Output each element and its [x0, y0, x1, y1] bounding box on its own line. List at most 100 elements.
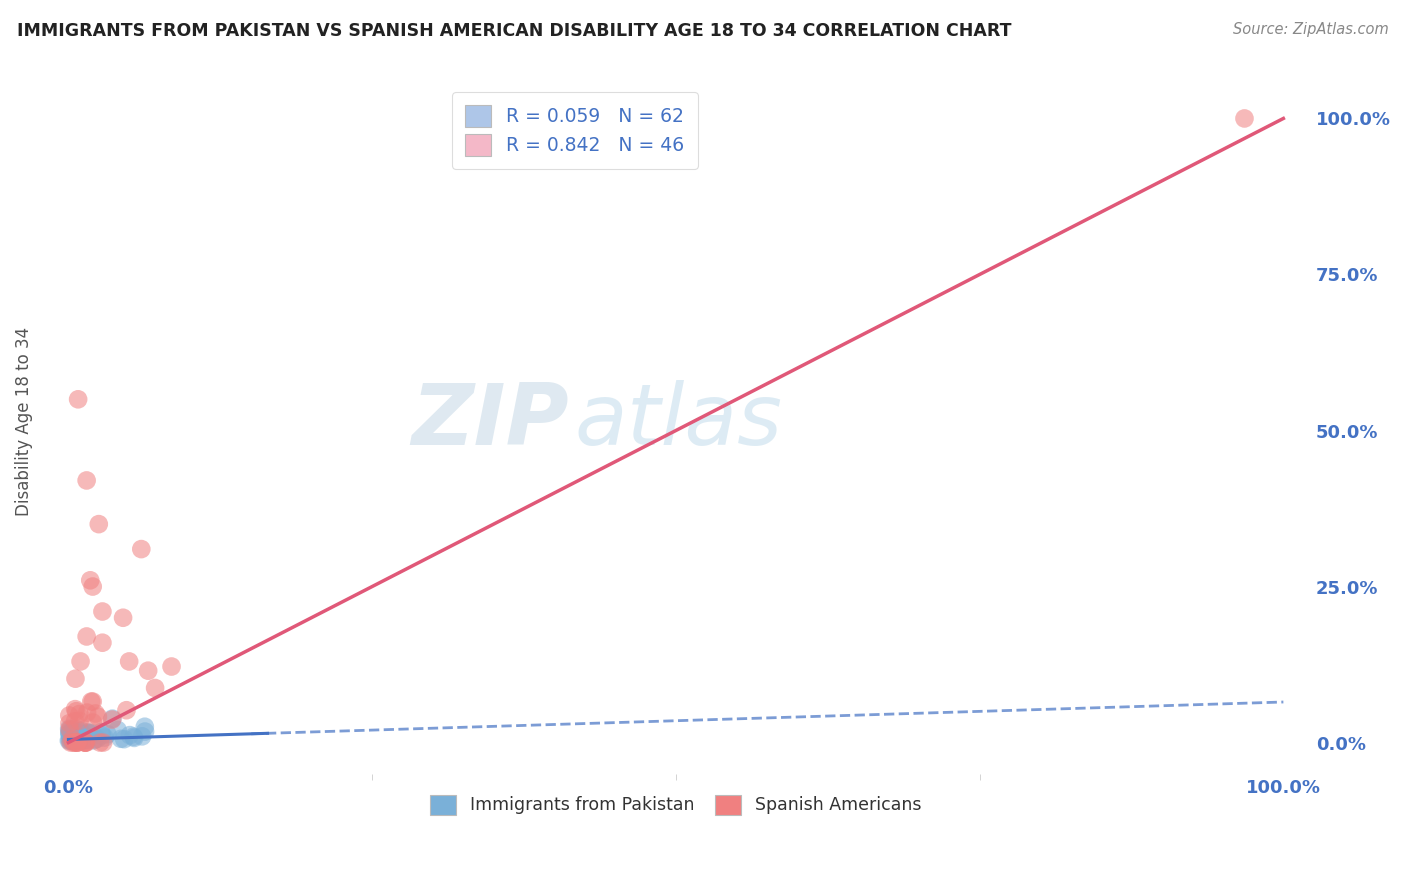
Point — [91, 735, 114, 749]
Legend: Immigrants from Pakistan, Spanish Americans: Immigrants from Pakistan, Spanish Americ… — [419, 784, 932, 825]
Point — [112, 611, 135, 625]
Point — [160, 659, 183, 673]
Point — [60, 725, 83, 739]
Point — [75, 731, 97, 746]
Point — [69, 723, 91, 738]
Point — [118, 728, 141, 742]
Point — [58, 733, 80, 747]
Point — [58, 708, 80, 723]
Point — [58, 727, 80, 741]
Point — [91, 605, 114, 619]
Point — [77, 726, 100, 740]
Point — [82, 715, 104, 730]
Point — [131, 542, 153, 557]
Point — [62, 735, 84, 749]
Point — [67, 731, 90, 746]
Point — [77, 732, 100, 747]
Point — [110, 731, 132, 746]
Point — [65, 704, 87, 718]
Point — [59, 726, 82, 740]
Point — [107, 723, 129, 737]
Point — [62, 730, 84, 744]
Point — [134, 720, 156, 734]
Point — [76, 630, 98, 644]
Point — [86, 731, 108, 746]
Point — [90, 725, 112, 739]
Point — [67, 731, 90, 746]
Text: IMMIGRANTS FROM PAKISTAN VS SPANISH AMERICAN DISABILITY AGE 18 TO 34 CORRELATION: IMMIGRANTS FROM PAKISTAN VS SPANISH AMER… — [17, 22, 1011, 40]
Point — [75, 735, 97, 749]
Point — [59, 733, 82, 747]
Point — [73, 733, 96, 747]
Point — [63, 702, 86, 716]
Point — [60, 732, 83, 747]
Point — [66, 735, 89, 749]
Point — [69, 714, 91, 728]
Point — [67, 392, 90, 407]
Point — [65, 672, 87, 686]
Text: Source: ZipAtlas.com: Source: ZipAtlas.com — [1233, 22, 1389, 37]
Point — [65, 733, 87, 747]
Point — [66, 723, 89, 737]
Point — [62, 727, 84, 741]
Point — [67, 724, 90, 739]
Point — [80, 694, 103, 708]
Point — [1233, 112, 1256, 126]
Point — [118, 655, 141, 669]
Point — [77, 725, 100, 739]
Y-axis label: Disability Age 18 to 34: Disability Age 18 to 34 — [15, 326, 32, 516]
Point — [115, 703, 138, 717]
Point — [58, 716, 80, 731]
Point — [59, 733, 82, 747]
Point — [75, 735, 97, 749]
Point — [93, 731, 115, 745]
Point — [63, 735, 86, 749]
Point — [77, 731, 100, 746]
Point — [60, 733, 83, 747]
Point — [131, 729, 153, 743]
Point — [83, 733, 105, 747]
Point — [122, 730, 145, 744]
Point — [89, 735, 111, 749]
Point — [73, 731, 96, 745]
Point — [65, 731, 87, 746]
Point — [76, 706, 98, 720]
Point — [63, 714, 86, 728]
Point — [62, 723, 84, 737]
Point — [82, 694, 104, 708]
Point — [65, 732, 87, 747]
Point — [65, 735, 87, 749]
Point — [101, 712, 124, 726]
Point — [70, 727, 93, 741]
Point — [60, 731, 83, 746]
Point — [91, 728, 114, 742]
Point — [87, 517, 110, 532]
Point — [84, 732, 107, 747]
Point — [91, 636, 114, 650]
Point — [76, 474, 98, 488]
Point — [101, 713, 124, 727]
Point — [69, 655, 91, 669]
Point — [58, 725, 80, 739]
Point — [59, 723, 82, 737]
Point — [134, 724, 156, 739]
Point — [65, 729, 87, 743]
Point — [65, 731, 87, 746]
Text: atlas: atlas — [575, 380, 783, 463]
Text: ZIP: ZIP — [411, 380, 568, 463]
Point — [73, 733, 96, 747]
Point — [79, 574, 101, 588]
Point — [73, 735, 96, 749]
Point — [77, 726, 100, 740]
Point — [136, 664, 159, 678]
Point — [82, 580, 104, 594]
Point — [143, 681, 166, 695]
Point — [62, 733, 84, 747]
Point — [82, 726, 104, 740]
Point — [77, 730, 100, 744]
Point — [60, 732, 83, 747]
Point — [70, 729, 93, 743]
Point — [62, 732, 84, 747]
Point — [75, 735, 97, 749]
Point — [59, 735, 82, 749]
